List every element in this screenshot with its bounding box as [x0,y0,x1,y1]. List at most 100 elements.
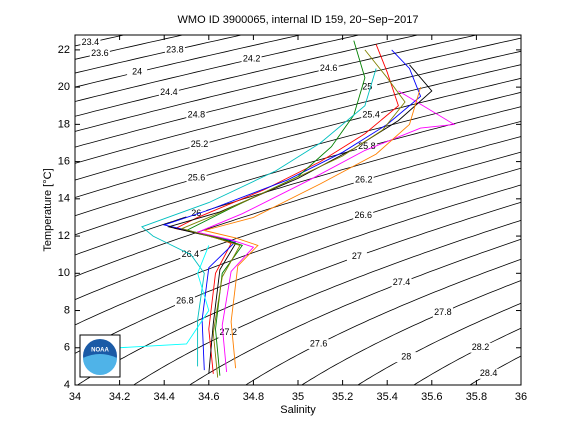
density-contour [76,201,521,385]
density-contour [75,151,521,301]
contour-label: 24.4 [160,87,178,97]
density-contour [75,106,521,236]
y-tick-label: 16 [58,156,70,168]
axes: 34 34.2 34.4 34.6 34.8 35 35.2 35.4 35.6 35.8 36 4 6… [58,35,527,403]
x-tick-label: 34.8 [243,391,264,403]
contour-label-bg [353,175,374,186]
noaa-logo: NOAA [79,334,121,378]
x-tick-label: 35.8 [466,391,487,403]
profile-line [162,49,422,371]
density-contour [75,50,521,164]
y-tick-label: 14 [58,193,70,205]
density-contour [75,35,420,117]
x-tick-label: 34 [69,391,81,403]
contour-label-bg [353,210,374,221]
x-tick-label: 35.2 [332,391,353,403]
density-contour [75,35,479,132]
contour-label-bg [186,110,207,121]
contour-label: 24.6 [320,63,338,73]
x-tick-label: 34.4 [153,391,174,403]
logo-wave [83,354,117,375]
density-contour [188,238,521,385]
contour-label-bg [361,110,382,121]
contour-label: 24.2 [243,54,261,64]
density-contour [75,64,521,181]
x-tick-label: 35.6 [421,391,442,403]
x-axis-label: Salinity [280,404,316,416]
y-tick-label: 4 [64,379,70,391]
contour-label: 26.6 [354,210,372,220]
contour-label-bg [189,139,210,150]
contour-label: 26.8 [176,296,194,306]
profiles [86,40,456,378]
profile-line [204,86,422,369]
contour-label-bg [89,48,110,59]
y-tick-label: 8 [64,304,70,316]
density-contour [357,302,521,385]
contour-label: 28 [401,351,411,361]
contour-label: 25.4 [362,109,380,119]
contour-label: 27.8 [434,307,452,317]
profile-line [86,245,210,351]
y-tick-label: 18 [58,118,70,130]
contour-label-bg [432,307,453,318]
contour-label: 26.2 [355,175,373,185]
y-tick-label: 12 [58,230,70,242]
contour-label: 24 [132,67,142,77]
contour-label-bg [357,82,378,93]
density-contour [75,77,521,198]
contour-label: 25.2 [191,139,209,149]
density-contour [75,35,303,88]
contour-label-bg [186,173,207,184]
contour-label: 24.8 [188,109,206,119]
density-contour [75,91,521,217]
contour-labels: 23.423.6 23.8 24 24.2 24.4 24.6 24.8 25 25.2 25.4… [80,37,499,379]
chart-title: WMO ID 3900065, internal ID 159, 20−Sep−… [178,14,419,26]
contour-label: 28.2 [472,342,490,352]
density-contour [75,35,361,102]
contour-label-bg [174,296,195,307]
density-contour [132,219,521,385]
contour-label: 23.8 [166,44,184,54]
contour-label-bg [218,327,239,338]
contour-label-bg [164,44,185,55]
x-tick-label: 35.4 [376,391,397,403]
density-contour [75,167,521,326]
contour-label-bg [346,251,367,262]
contour-label: 27.4 [393,277,411,287]
contour-label: 23.6 [91,48,109,58]
contour-label: 27 [352,251,362,261]
y-axis-label: Temperature [°C] [42,168,54,251]
contour-label-bg [478,368,499,379]
y-tick-label: 10 [58,267,70,279]
x-tick-label: 34.2 [109,391,130,403]
contour-label-bg [127,67,148,78]
contour-label-bg [318,63,339,74]
contour-label: 25.8 [358,141,376,151]
profile-line [196,90,456,373]
density-contour [75,136,521,277]
contour-label: 25 [362,82,372,92]
profile-line [166,64,433,374]
contour-label-bg [391,277,412,288]
contour-label: 25.6 [188,173,206,183]
contour-label: 27.2 [219,327,237,337]
x-tick-label: 35 [292,391,304,403]
logo-text: NOAA [91,348,109,354]
contour-label: 27.6 [310,338,328,348]
profile-line [180,49,406,378]
plot-frame [74,34,522,386]
contour-label-bg [158,87,179,98]
y-tick-label: 20 [58,81,70,93]
contour-label-bg [356,141,377,152]
y-tick-label: 22 [58,44,70,56]
contour-label-bg [241,54,262,65]
contour-label: 23.4 [82,37,100,47]
profile-line [174,44,399,374]
contour-label: 28.4 [480,368,498,378]
y-tick-label: 6 [64,342,70,354]
x-tick-label: 36 [515,391,527,403]
contour-label-bg [470,342,491,353]
density-contour [301,280,521,385]
